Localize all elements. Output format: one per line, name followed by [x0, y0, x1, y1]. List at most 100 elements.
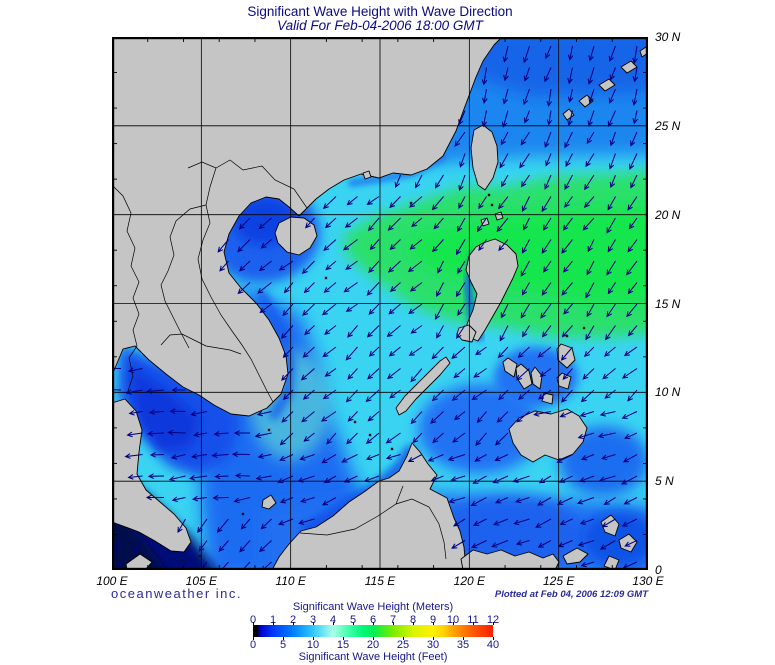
border-china-vietnam [187, 159, 308, 209]
meters-tick-value: 8 [409, 614, 417, 626]
meters-minitick [453, 622, 454, 625]
islet-dot [180, 558, 184, 562]
feet-minitick [313, 637, 314, 640]
lat-tick-label: 25 N [655, 118, 681, 133]
meters-tick-value: 2 [289, 614, 297, 626]
lon-tick-label: 105 E [185, 574, 217, 588]
islet-dot [324, 276, 328, 280]
chart-title: Significant Wave Height with Wave Direct… [247, 4, 513, 19]
border-borneo-sarawak [299, 498, 447, 560]
meters-tick-value: 0 [249, 614, 257, 626]
feet-tick-value: 40 [486, 639, 500, 651]
lon-tick-label: 100 E [96, 574, 128, 588]
meters-tick-value: 5 [349, 614, 357, 626]
islet-dot [198, 554, 202, 558]
land-panay [502, 357, 518, 378]
meters-minitick [333, 622, 334, 625]
meters-tick-value: 12 [486, 614, 500, 626]
lat-tick-label: 30 N [655, 30, 681, 44]
lon-tick-label: 110 E [275, 574, 306, 588]
land-ryukyu-4 [620, 60, 638, 74]
legend-meters-label: Significant Wave Height (Meters) [292, 601, 454, 613]
chart-subtitle: Valid For Feb-04-2006 18:00 GMT [277, 18, 483, 33]
land-hongkong [362, 170, 372, 180]
feet-minitick [433, 637, 434, 640]
feet-tick-value: 25 [396, 639, 410, 651]
meters-minitick [473, 622, 474, 625]
land-ryukyu-3 [598, 78, 616, 92]
feet-minitick [373, 637, 374, 640]
land-natuna [261, 494, 277, 510]
meters-minitick [413, 622, 414, 625]
meters-minitick [353, 622, 354, 625]
feet-minitick [343, 637, 344, 640]
border-laos-thailand [160, 204, 207, 349]
meters-tick-value: 10 [446, 614, 460, 626]
land-sulawesi [460, 549, 560, 570]
islet-dot [368, 433, 372, 437]
meters-minitick [313, 622, 314, 625]
oceanweather-logo-text: oceanweather inc. [111, 586, 243, 601]
land-ryukyu-1 [562, 108, 575, 121]
sea-layer-viet-coast-dark [257, 290, 296, 420]
feet-minitick [463, 637, 464, 640]
lat-tick-label: 15 N [655, 296, 681, 311]
feet-tick-value: 15 [336, 639, 350, 651]
sea-layer-sulu-sea [418, 384, 542, 474]
map-frame [112, 37, 648, 570]
plotted-timestamp: Plotted at Feb 04, 2006 12:09 GMT [494, 589, 648, 600]
feet-tick-value: 30 [426, 639, 440, 651]
islet-dot [241, 512, 245, 516]
lon-tick-label: 115 E [364, 574, 396, 588]
meters-tick-value: 4 [329, 614, 337, 626]
islet-dot [582, 326, 586, 330]
islet-dot [487, 193, 491, 197]
graticule [112, 37, 648, 570]
border-myanmar-thailand [112, 184, 140, 395]
lon-tick-label: 125 E [542, 574, 575, 588]
feet-tick-value: 35 [456, 639, 470, 651]
meters-tick-value: 7 [389, 614, 397, 626]
map-svg [112, 37, 648, 570]
border-vietnam-laos [197, 167, 274, 403]
islet-dot [490, 203, 494, 207]
meters-minitick [253, 622, 254, 625]
land-halmahera-1 [600, 514, 620, 537]
meters-tick-value: 9 [429, 614, 437, 626]
colorbar [253, 625, 493, 637]
meters-minitick [393, 622, 394, 625]
land-asia-mainland [112, 37, 503, 417]
meters-tick-value: 3 [309, 614, 317, 626]
islet-dot [565, 334, 569, 338]
land-mindanao [508, 408, 588, 463]
map-canvas [112, 37, 648, 570]
islet-dot [267, 428, 271, 432]
land-taiwan [470, 124, 499, 191]
border-thailand-cambodia [160, 333, 242, 355]
sea-layer-halmahera-deep [582, 511, 648, 567]
meters-minitick [373, 622, 374, 625]
land-malay-peninsula [112, 398, 192, 553]
border-borneo-brunei [395, 485, 404, 505]
islet-dot [353, 420, 357, 424]
islet-dot [390, 447, 394, 451]
meters-tick-value: 11 [467, 614, 479, 626]
meters-minitick [293, 622, 294, 625]
feet-tick-value: 5 [279, 639, 287, 651]
feet-tick-value: 10 [306, 639, 320, 651]
meters-minitick [493, 622, 494, 625]
land-babuyan-2 [494, 211, 504, 221]
land-cebu [530, 366, 543, 390]
land-palawan [395, 356, 451, 416]
map-layers [112, 37, 648, 570]
meters-minitick [273, 622, 274, 625]
feet-tick-value: 0 [249, 639, 257, 651]
lat-tick-label: 20 N [655, 207, 681, 222]
feet-minitick [253, 637, 254, 640]
sea-layer-gulf-thailand-core [130, 367, 200, 451]
land-halmahera-3 [603, 555, 620, 570]
meters-tick-value: 6 [369, 614, 377, 626]
land-sulawesi-arm [562, 547, 589, 565]
